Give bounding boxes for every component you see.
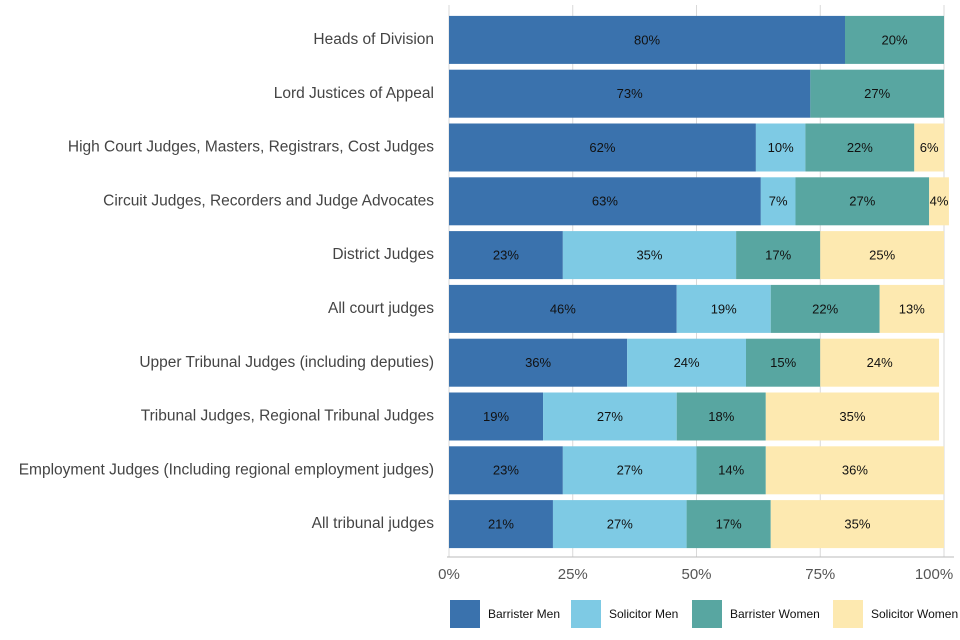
data-label: 22% — [847, 140, 873, 155]
data-label: 23% — [493, 248, 519, 263]
y-tick-label: Upper Tribunal Judges (including deputie… — [139, 354, 434, 371]
y-tick-label: District Judges — [332, 246, 434, 263]
bar-segment — [449, 446, 563, 495]
y-tick-label: Lord Justices of Appeal — [274, 85, 434, 102]
bar-segment — [562, 446, 697, 495]
bar-segment — [627, 338, 746, 387]
x-tick-label: 100% — [915, 566, 953, 583]
bar-segment — [805, 123, 915, 172]
data-label: 17% — [716, 517, 742, 532]
data-label: 27% — [607, 517, 633, 532]
bar-segment — [686, 500, 771, 549]
bar-segment — [820, 338, 940, 387]
data-label: 46% — [550, 301, 576, 316]
data-label: 36% — [525, 355, 551, 370]
bar-segment — [770, 284, 880, 333]
bar-segment — [449, 231, 563, 280]
data-label: 14% — [718, 463, 744, 478]
bar-segment — [746, 338, 821, 387]
data-label: 4% — [930, 194, 949, 209]
legend-swatch — [692, 600, 722, 628]
bar-segment — [929, 177, 949, 226]
data-label: 6% — [920, 140, 939, 155]
data-label: 7% — [769, 194, 788, 209]
data-label: 27% — [617, 463, 643, 478]
data-label: 18% — [708, 409, 734, 424]
x-tick-label: 25% — [558, 566, 588, 583]
data-label: 17% — [765, 248, 791, 263]
legend-swatch — [450, 600, 480, 628]
data-label: 35% — [839, 409, 865, 424]
y-tick-label: Circuit Judges, Recorders and Judge Advo… — [103, 192, 434, 209]
data-label: 27% — [864, 86, 890, 101]
data-label: 80% — [634, 32, 660, 47]
data-label: 19% — [711, 301, 737, 316]
bar-segment — [760, 177, 796, 226]
bar-segment — [449, 177, 761, 226]
bar-segment — [820, 231, 944, 280]
legend-label: Solicitor Men — [609, 607, 678, 621]
x-tick-label: 50% — [681, 566, 711, 583]
data-label: 63% — [592, 194, 618, 209]
data-label: 22% — [812, 301, 838, 316]
data-label: 20% — [881, 32, 907, 47]
data-label: 27% — [597, 409, 623, 424]
data-label: 10% — [768, 140, 794, 155]
y-tick-label: All tribunal judges — [312, 515, 435, 532]
y-tick-label: Tribunal Judges, Regional Tribunal Judge… — [141, 408, 434, 425]
bar-segment — [449, 284, 677, 333]
bar-segment — [562, 231, 737, 280]
data-label: 35% — [844, 517, 870, 532]
data-label: 27% — [849, 194, 875, 209]
x-tick-label: 0% — [438, 566, 460, 583]
y-tick-label: High Court Judges, Masters, Registrars, … — [68, 139, 434, 156]
data-label: 24% — [674, 355, 700, 370]
bar-segment — [449, 69, 811, 118]
y-tick-label: Employment Judges (Including regional em… — [19, 461, 434, 478]
data-label: 21% — [488, 517, 514, 532]
data-label: 35% — [636, 248, 662, 263]
y-tick-label: All court judges — [328, 300, 434, 317]
bar-segment — [676, 284, 771, 333]
bar-segment — [770, 500, 944, 549]
data-label: 15% — [770, 355, 796, 370]
bar-segment — [755, 123, 806, 172]
legend-label: Barrister Men — [488, 607, 560, 621]
data-label: 62% — [589, 140, 615, 155]
data-label: 19% — [483, 409, 509, 424]
data-label: 13% — [899, 301, 925, 316]
bar-segment — [676, 392, 766, 441]
y-tick-label: Heads of Division — [313, 31, 434, 48]
data-label: 24% — [867, 355, 893, 370]
bar-segment — [449, 500, 553, 549]
legend-swatch — [571, 600, 601, 628]
data-label: 25% — [869, 248, 895, 263]
data-label: 36% — [842, 463, 868, 478]
bar-segment — [696, 446, 766, 495]
bar-segment — [552, 500, 687, 549]
bar-segment — [449, 123, 756, 172]
bar-segment — [736, 231, 821, 280]
bar-segment — [765, 392, 940, 441]
data-label: 23% — [493, 463, 519, 478]
bar-segment — [449, 392, 544, 441]
bar-segment — [449, 15, 845, 64]
bar-segment — [845, 15, 944, 64]
legend-label: Solicitor Women — [871, 607, 958, 621]
bar-segment — [449, 338, 628, 387]
x-tick-label: 75% — [805, 566, 835, 583]
bar-segment — [914, 123, 944, 172]
data-label: 73% — [617, 86, 643, 101]
legend-swatch — [833, 600, 863, 628]
bar-segment — [879, 284, 944, 333]
legend-label: Barrister Women — [730, 607, 820, 621]
bar-segment — [810, 69, 944, 118]
bar-segment — [795, 177, 930, 226]
bar-segment — [543, 392, 677, 441]
bar-segment — [765, 446, 944, 495]
